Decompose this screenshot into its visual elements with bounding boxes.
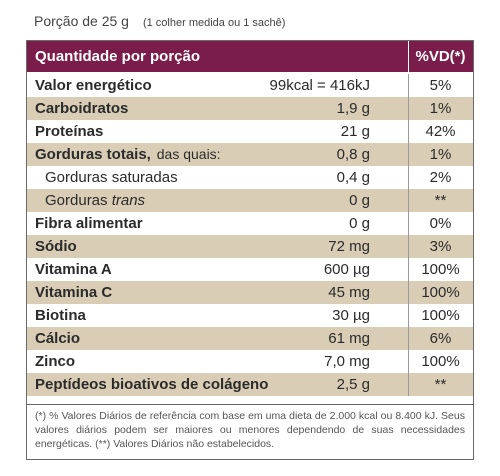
nutrient-name-main: Gorduras totais, [35, 146, 151, 163]
nutrient-name: Biotina [35, 307, 86, 324]
nutrient-daily-value: 100% [421, 261, 460, 278]
nutrient-quantity: 21 g [340, 123, 370, 140]
nutrient-name: Zinco [35, 353, 75, 370]
table-row-peptideos-colageno: Peptídeos bioativos de colágeno 2,5 g ** [27, 373, 473, 396]
table-row-proteinas: Proteínas 21 g 42% [27, 120, 473, 143]
table-row-zinco: Zinco 7,0 mg 100% [27, 350, 473, 373]
nutrient-daily-value: 5% [429, 77, 452, 94]
table-row-vitamina-c: Vitamina C 45 mg 100% [27, 281, 473, 304]
nutrient-daily-value: 3% [429, 238, 452, 255]
nutrient-daily-value: 100% [421, 353, 460, 370]
table-row-vitamina-a: Vitamina A 600 µg 100% [27, 258, 473, 281]
serving-label: Porção de 25 g [34, 13, 129, 29]
column-divider [408, 281, 409, 304]
table-row-gorduras-totais: Gorduras totais, das quais: 0,8 g 1% [27, 143, 473, 166]
nutrient-name: Vitamina A [35, 261, 112, 278]
table-row-gorduras-saturadas: Gorduras saturadas 0,4 g 2% [27, 166, 473, 189]
daily-value-heading: %VD(*) [415, 48, 466, 65]
table-row-sodio: Sódio 72 mg 3% [27, 235, 473, 258]
nutrient-name: Proteínas [35, 123, 104, 140]
nutrient-quantity: 45 mg [328, 284, 370, 301]
table-row-gorduras-trans: Gorduras trans 0 g ** [27, 189, 473, 212]
nutrient-name: Cálcio [35, 330, 81, 347]
column-divider [408, 327, 409, 350]
column-divider [408, 74, 409, 97]
nutrient-quantity: 7,0 mg [324, 353, 370, 370]
column-divider [408, 41, 409, 72]
nutrient-daily-value: ** [434, 376, 447, 393]
nutrient-daily-value: 1% [429, 100, 452, 117]
nutrient-name: Vitamina C [35, 284, 113, 301]
nutrient-quantity: 72 mg [328, 238, 370, 255]
table-row-valor-energetico: Valor energético 99kcal = 416kJ 5% [27, 74, 473, 97]
column-divider [408, 350, 409, 373]
nutrient-quantity: 61 mg [328, 330, 370, 347]
nutrient-name: Gorduras trans [45, 189, 145, 212]
table-header: Quantidade por porção %VD(*) [27, 41, 473, 72]
serving-note: (1 colher medida ou 1 sachê) [142, 17, 286, 29]
nutrient-name: Fibra alimentar [35, 215, 143, 232]
table-row-calcio: Cálcio 61 mg 6% [27, 327, 473, 350]
nutrient-name: Gorduras totais, das quais: [35, 143, 221, 166]
table-row-fibra-alimentar: Fibra alimentar 0 g 0% [27, 212, 473, 235]
column-divider [408, 258, 409, 281]
nutrient-quantity: 0 g [349, 192, 370, 209]
nutrient-quantity: 0 g [349, 215, 370, 232]
column-divider [408, 189, 409, 212]
column-divider [408, 143, 409, 166]
nutrient-name: Peptídeos bioativos de colágeno [35, 376, 269, 393]
nutrient-daily-value: 42% [425, 123, 456, 140]
nutrient-name: Sódio [35, 238, 77, 255]
nutrient-name: Carboidratos [35, 100, 129, 117]
column-divider [408, 212, 409, 235]
quantity-per-serving-heading: Quantidade por porção [35, 48, 201, 65]
nutrient-name-suffix: trans [111, 192, 146, 209]
nutrient-daily-value: 100% [421, 284, 460, 301]
column-divider [408, 373, 409, 396]
nutrient-quantity: 600 µg [323, 261, 370, 278]
column-divider [408, 120, 409, 143]
nutrient-daily-value: 1% [429, 146, 452, 163]
serving-size: Porção de 25 g (1 colher medida ou 1 sach… [34, 7, 285, 35]
nutrient-quantity: 30 µg [332, 307, 370, 324]
nutrient-quantity: 1,9 g [336, 100, 370, 117]
column-divider [408, 97, 409, 120]
nutrient-name: Valor energético [35, 77, 152, 94]
footnote: (*) % Valores Diários de referência com … [27, 404, 473, 451]
nutrient-daily-value: 100% [421, 307, 460, 324]
nutrient-name-main: Gorduras [45, 192, 112, 209]
nutrient-daily-value: 6% [429, 330, 452, 347]
nutrient-quantity: 0,4 g [336, 169, 370, 186]
column-divider [408, 166, 409, 189]
nutrient-name: Gorduras saturadas [45, 169, 178, 186]
nutrient-quantity: 99kcal = 416kJ [269, 77, 370, 94]
column-divider [408, 304, 409, 327]
column-divider [408, 235, 409, 258]
nutrient-name-suffix: das quais: [152, 146, 221, 162]
nutrient-daily-value: ** [434, 192, 447, 209]
nutrient-daily-value: 2% [429, 169, 452, 186]
table-row-biotina: Biotina 30 µg 100% [27, 304, 473, 327]
nutrient-quantity: 2,5 g [336, 376, 370, 393]
nutrient-daily-value: 0% [429, 215, 452, 232]
table-row-carboidratos: Carboidratos 1,9 g 1% [27, 97, 473, 120]
nutrition-facts-table: Quantidade por porção %VD(*) Valor energ… [26, 40, 474, 460]
nutrient-quantity: 0,8 g [336, 146, 370, 163]
